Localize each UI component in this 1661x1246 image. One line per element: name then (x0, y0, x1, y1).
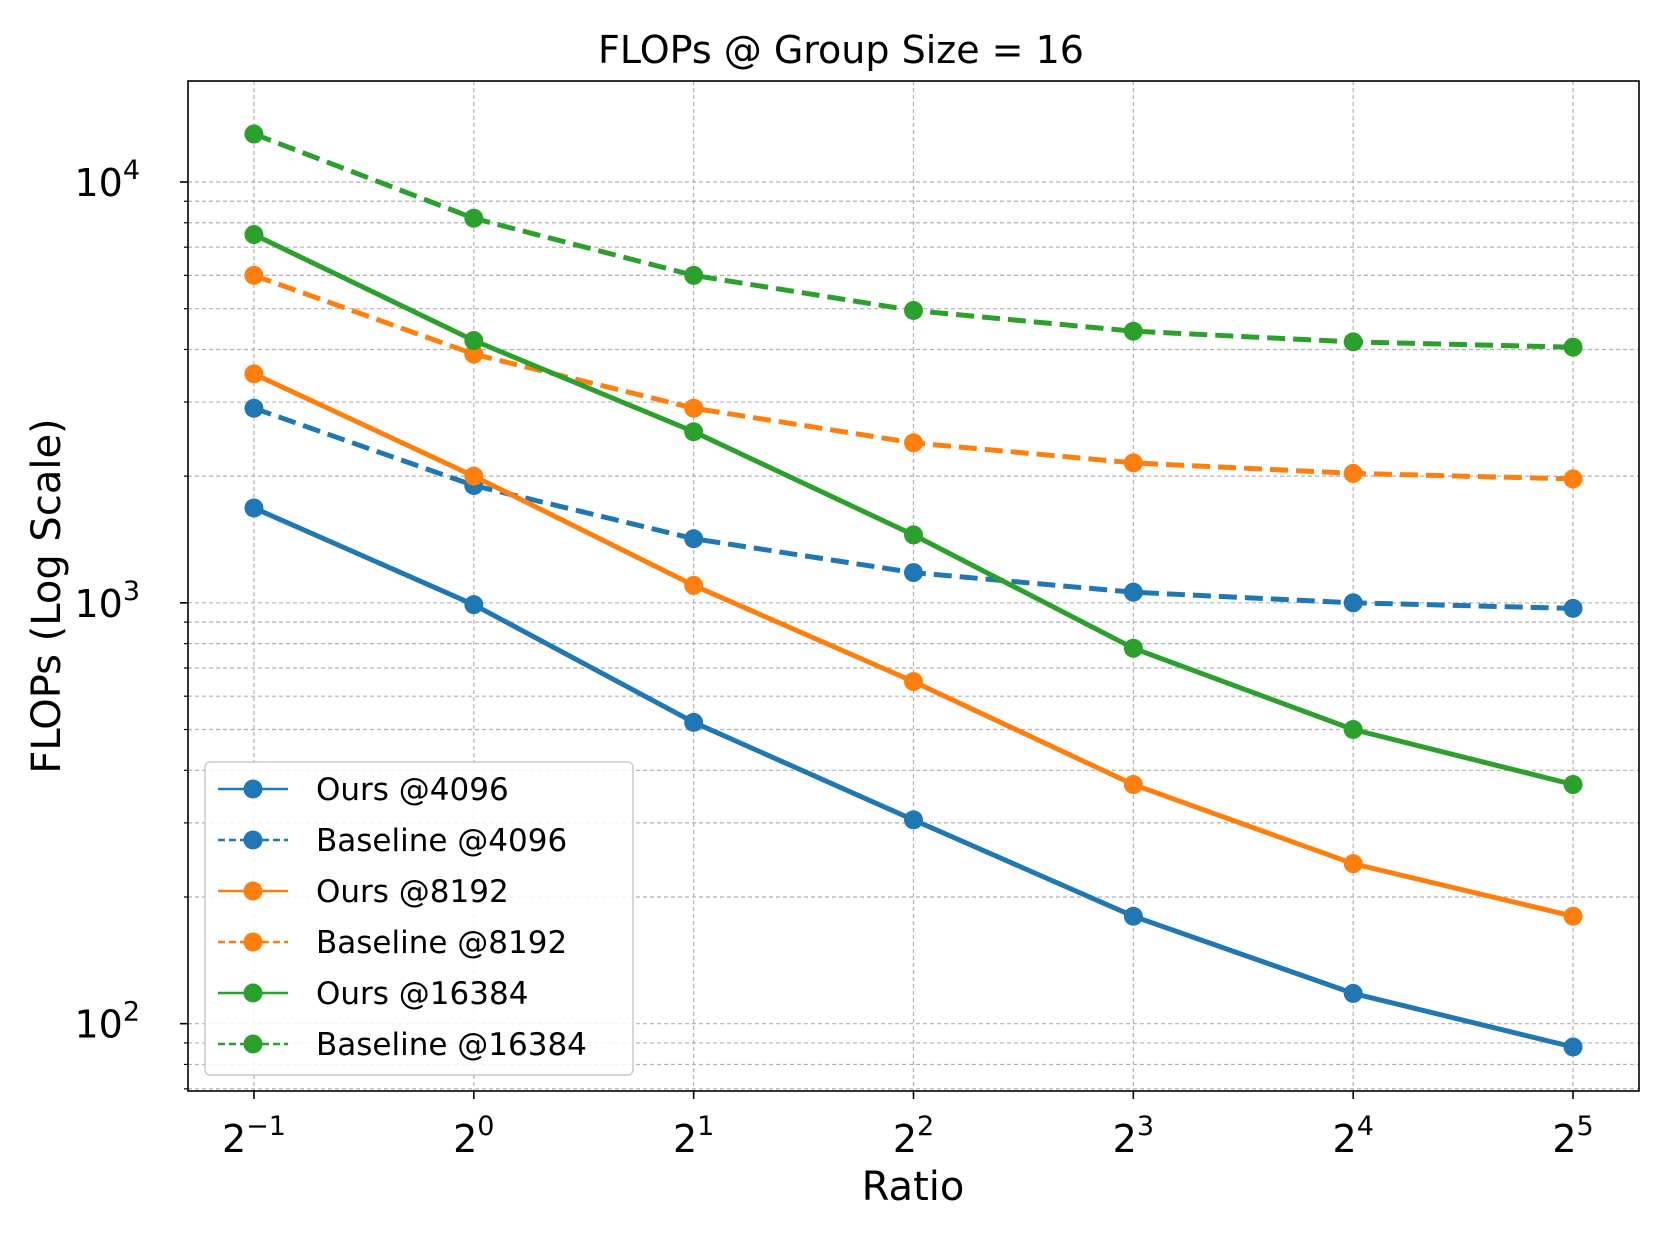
series-layer (244, 124, 1583, 1057)
legend-box (204, 761, 634, 1076)
data-point-ours-4096 (684, 712, 704, 732)
data-point-ours-4096 (464, 595, 484, 615)
data-point-ours-16384 (464, 331, 484, 351)
data-point-ours-4096 (244, 498, 264, 518)
legend: Ours @4096 Baseline @4096 Ours @8192 Baseli… (204, 761, 634, 1076)
y-axis-label: FLOPs (Log Scale) (24, 418, 70, 773)
data-point-ours-16384 (244, 225, 264, 245)
legend-marker (243, 830, 263, 850)
data-point-ours-8192 (1343, 854, 1363, 874)
legend-marker (243, 983, 263, 1003)
data-point-baseline-8192 (684, 398, 704, 418)
y-tick-label: 102 (74, 997, 140, 1047)
data-point-ours-8192 (244, 364, 264, 384)
data-point-ours-8192 (464, 466, 484, 486)
x-tick-label: 2−1 (222, 1111, 286, 1161)
data-point-ours-4096 (904, 810, 923, 830)
data-point-baseline-4096 (244, 398, 264, 418)
x-axis-ticks: 2−1 20 21 22 23 24 25 (222, 1091, 1594, 1161)
data-point-baseline-8192 (464, 344, 484, 364)
legend-label: Baseline @8192 (316, 925, 567, 961)
data-point-ours-16384 (904, 525, 923, 545)
data-point-ours-16384 (1563, 775, 1583, 795)
data-point-baseline-8192 (1343, 463, 1363, 483)
data-point-baseline-8192 (244, 265, 264, 285)
data-point-ours-4096 (1563, 1037, 1583, 1057)
data-point-baseline-8192 (904, 433, 923, 453)
x-tick-label: 23 (1113, 1111, 1154, 1161)
x-tick-label: 21 (673, 1111, 714, 1161)
data-point-ours-4096 (1343, 983, 1363, 1003)
legend-label: Baseline @4096 (316, 823, 567, 859)
x-axis-label: Ratio (862, 1164, 965, 1210)
data-point-ours-8192 (1563, 906, 1583, 926)
legend-label: Ours @8192 (316, 874, 509, 910)
legend-marker (243, 779, 263, 799)
data-point-baseline-4096 (1123, 582, 1143, 602)
x-tick-label: 24 (1333, 1111, 1374, 1161)
data-point-baseline-4096 (904, 563, 923, 583)
data-point-ours-8192 (1123, 775, 1143, 795)
chart-title: FLOPs @ Group Size = 16 (598, 28, 1084, 72)
x-tick-label: 22 (893, 1111, 934, 1161)
x-tick-label: 20 (453, 1111, 494, 1161)
data-point-baseline-16384 (1123, 321, 1143, 341)
data-point-ours-8192 (684, 575, 704, 595)
data-point-baseline-16384 (244, 124, 264, 144)
data-point-ours-16384 (1343, 720, 1363, 740)
data-point-ours-16384 (1123, 638, 1143, 658)
data-point-baseline-4096 (1343, 593, 1363, 613)
data-point-ours-16384 (684, 422, 704, 442)
data-point-baseline-16384 (904, 301, 923, 321)
legend-label: Ours @16384 (316, 976, 528, 1012)
data-point-baseline-4096 (684, 529, 704, 549)
data-point-baseline-16384 (1563, 337, 1583, 357)
y-axis-ticks: 102 103 104 (74, 155, 188, 1090)
data-point-baseline-16384 (684, 265, 704, 285)
legend-label: Ours @4096 (316, 772, 509, 808)
y-tick-label: 103 (74, 576, 140, 626)
y-tick-label: 104 (74, 155, 140, 205)
data-point-baseline-4096 (1563, 598, 1583, 618)
data-point-ours-8192 (904, 672, 923, 692)
data-point-ours-4096 (1123, 906, 1143, 926)
legend-marker (243, 932, 263, 952)
legend-marker (243, 881, 263, 901)
data-point-baseline-16384 (464, 208, 484, 228)
data-point-baseline-8192 (1563, 469, 1583, 489)
data-point-baseline-8192 (1123, 453, 1143, 473)
data-point-baseline-16384 (1343, 332, 1363, 352)
x-tick-label: 25 (1552, 1111, 1593, 1161)
legend-marker (243, 1034, 263, 1054)
legend-label: Baseline @16384 (316, 1027, 587, 1063)
